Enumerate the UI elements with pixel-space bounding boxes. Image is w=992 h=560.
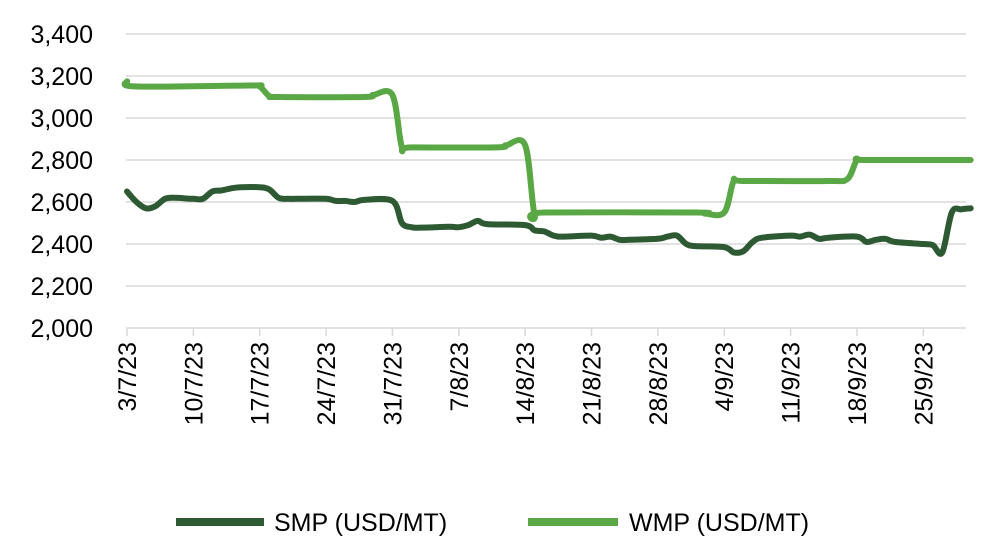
gridlines (126, 33, 966, 287)
y-tick-label: 3,000 (30, 105, 93, 133)
legend-label-smp: SMP (USD/MT) (274, 509, 447, 537)
x-tick-label: 11/9/23 (778, 342, 806, 424)
y-tick-label: 3,400 (30, 21, 93, 49)
x-tick-label: 17/7/23 (247, 342, 275, 425)
x-tick-label: 28/8/23 (645, 342, 673, 425)
x-tick-label: 25/9/23 (910, 342, 938, 425)
x-tick-label: 4/9/23 (711, 342, 739, 412)
legend-label-wmp: WMP (USD/MT) (629, 509, 809, 537)
legend: SMP (USD/MT) WMP (USD/MT) (176, 509, 809, 537)
series-lines (121, 78, 974, 257)
y-tick-label: 2,800 (30, 147, 93, 175)
x-tick-label: 10/7/23 (180, 342, 208, 425)
x-axis: 3/7/23 10/7/23 17/7/23 24/7/23 31/7/23 7/8/23… (114, 327, 966, 425)
x-tick-label: 7/8/23 (446, 342, 474, 412)
series-line-smp (124, 184, 974, 257)
y-tick-label: 2,400 (30, 231, 93, 259)
y-tick-label: 2,600 (30, 189, 93, 217)
y-tick-label: 2,000 (30, 315, 93, 343)
y-tick-label: 2,200 (30, 273, 93, 301)
x-tick-label: 18/9/23 (844, 342, 872, 425)
x-tick-label: 21/8/23 (579, 342, 607, 425)
series-line-wmp (121, 78, 974, 223)
y-axis: 2,000 2,200 2,400 2,600 2,800 3,000 3,200 3,400 (30, 21, 93, 343)
y-tick-label: 3,200 (30, 63, 93, 91)
x-tick-label: 24/7/23 (313, 342, 341, 425)
x-tick-label: 14/8/23 (512, 342, 540, 425)
x-tick-label: 3/7/23 (114, 342, 142, 412)
x-tick-label: 31/7/23 (379, 342, 407, 425)
